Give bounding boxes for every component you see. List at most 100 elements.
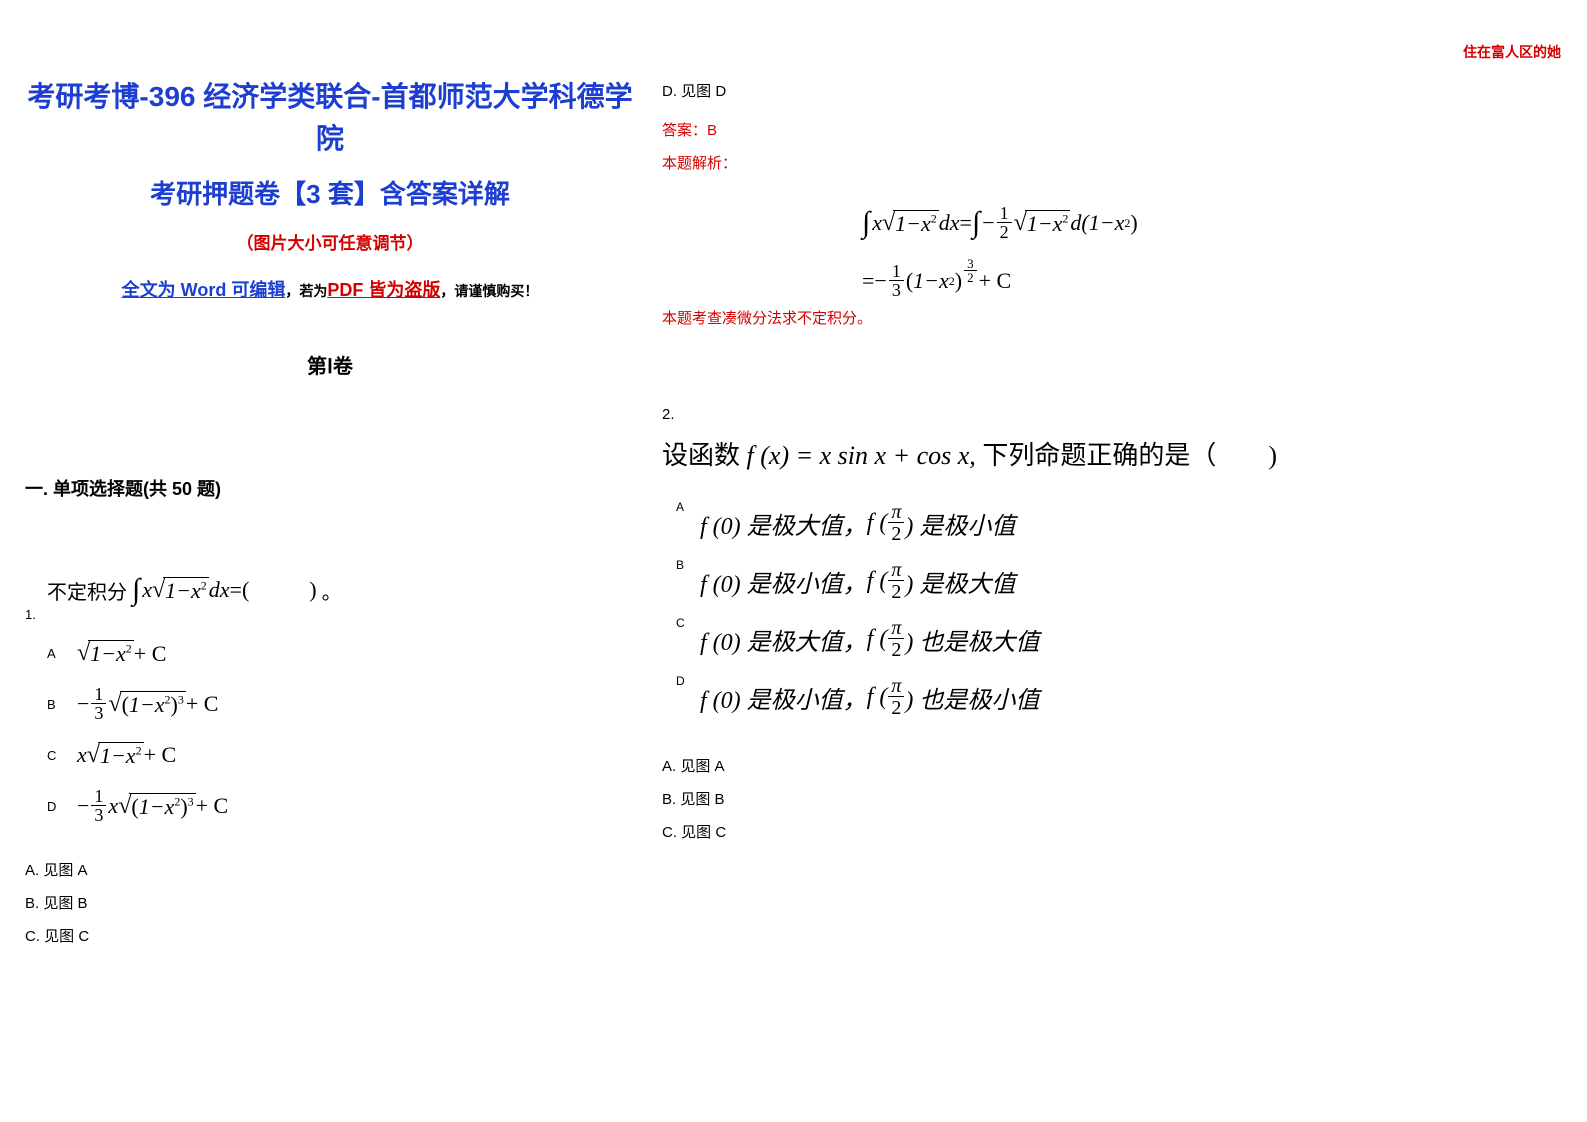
sol-line-1: ∫ x 1−x2 dx = ∫ − 12 1−x2 d(1−x2) xyxy=(862,197,1562,249)
minus: − xyxy=(77,793,89,819)
opt-letter-c: C xyxy=(676,616,700,630)
q1-see-b: B. 见图 B xyxy=(25,887,635,920)
rad: 1−x xyxy=(895,211,931,236)
question-1: 不定积分 ∫ x 1−x2 dx = ( ) 。 1. A 1−x2 + C xyxy=(25,573,635,953)
sqrt-icon: 1−x2 xyxy=(882,210,939,237)
radicand: 1−x xyxy=(139,794,175,819)
exp-3-2: 32 xyxy=(964,257,977,285)
note-adjustable: （图片大小可任意调节） xyxy=(25,229,635,254)
left-column: 考研考博-396 经济学类联合-首都师范大学科德学院 考研押题卷【3 套】含答案… xyxy=(25,76,635,953)
q2-opt-b: B f (0) 是极小值， f ( π2 ) 是极大值 xyxy=(676,552,1562,610)
eq: = xyxy=(230,577,242,603)
oa-p3: ) 是极小值 xyxy=(905,506,1015,541)
q1-option-b: B − 13 (1−x2)3 + C xyxy=(47,685,635,724)
piracy-warning: 全文为 Word 可编辑，若为PDF 皆为盗版，请谨慎购买！ xyxy=(25,276,635,302)
opt-letter-d: D xyxy=(676,674,700,688)
num: 1 xyxy=(91,787,106,806)
radicand: 1−x xyxy=(100,743,136,768)
q1-option-c: C x 1−x2 + C xyxy=(47,742,635,769)
pi-over-2: π2 xyxy=(888,676,904,719)
d: 2 xyxy=(997,223,1012,243)
lp: ( xyxy=(131,794,138,819)
num: 1 xyxy=(91,685,106,704)
pi: π xyxy=(888,560,904,581)
d1mx2: d(1−x xyxy=(1070,210,1124,236)
radicand: 1−x xyxy=(165,578,201,603)
opt-letter-b: B xyxy=(676,558,700,572)
q2-number: 2. xyxy=(662,406,1562,423)
sqrt-icon: (1−x2)3 xyxy=(108,691,185,718)
var-x: x xyxy=(142,577,152,603)
sqrt-icon: 1−x2 xyxy=(77,640,134,667)
opt-letter-a: A xyxy=(676,500,700,514)
q1-opt-a-math: 1−x2 + C xyxy=(77,640,166,667)
rp: ) xyxy=(955,268,962,294)
dx: dx xyxy=(939,210,960,236)
n: 1 xyxy=(889,262,904,281)
sqrt-icon: 1−x2 xyxy=(87,742,144,769)
oc-p1: f (0) 是极大值， xyxy=(700,622,867,657)
e2: 2 xyxy=(136,743,142,757)
opt-letter-c: C xyxy=(47,748,77,763)
plus-c: + C xyxy=(144,742,177,768)
frac-1-2: 12 xyxy=(997,204,1012,243)
frac-1-3: 13 xyxy=(889,262,904,301)
radicand: 1−x xyxy=(90,641,126,666)
plus-c: + C xyxy=(196,793,229,819)
e3: 3 xyxy=(178,693,184,707)
minus: − xyxy=(982,210,994,236)
rp: ) xyxy=(171,692,178,717)
rp: ) xyxy=(1130,210,1137,236)
exp-2: 2 xyxy=(201,578,207,592)
warn-sep-1: ，若为 xyxy=(285,283,327,299)
q1-number: 1. xyxy=(25,607,635,622)
b: 1−x xyxy=(913,268,949,294)
q1-see-figure-list: A. 见图 A B. 见图 B C. 见图 C xyxy=(25,854,635,953)
q1-analysis-label: 本题解析： xyxy=(662,152,1562,173)
q1-option-d: D − 13 x (1−x2)3 + C xyxy=(47,787,635,826)
d: 3 xyxy=(889,281,904,301)
od-p1: f (0) 是极小值， xyxy=(700,680,867,715)
warn-word-editable: 全文为 Word 可编辑 xyxy=(122,280,286,300)
q1-stem-suffix: 。 xyxy=(322,582,342,604)
oa-p1: f (0) 是极大值， xyxy=(700,506,867,541)
q2-opt-d: D f (0) 是极小值， f ( π2 ) 也是极小值 xyxy=(676,668,1562,726)
q1-opt-b-math: − 13 (1−x2)3 + C xyxy=(77,685,218,724)
q1-opt-c-math: x 1−x2 + C xyxy=(77,742,176,769)
pi-over-2: π2 xyxy=(888,618,904,661)
warn-pdf-piracy: PDF 皆为盗版 xyxy=(327,280,440,300)
od-p2: f ( xyxy=(867,684,888,711)
q1-opt-d-math: − 13 x (1−x2)3 + C xyxy=(77,787,228,826)
q2-stem-pre: 设函数 xyxy=(662,441,747,470)
lp: ( xyxy=(906,268,913,294)
e2: 2 xyxy=(931,211,937,225)
two: 2 xyxy=(891,639,901,661)
q1-analysis-note: 本题考查凑微分法求不定积分。 xyxy=(662,307,1562,328)
q1-solution: ∫ x 1−x2 dx = ∫ − 12 1−x2 d(1−x2) = − 13… xyxy=(862,197,1562,307)
sqrt-icon: 1−x2 xyxy=(1014,210,1071,237)
question-2: 2. 设函数 f (x) = x sin x + cos x, 下列命题正确的是… xyxy=(662,406,1562,849)
plus-c: + C xyxy=(186,691,219,717)
q1-stem-prefix: 不定积分 xyxy=(47,582,127,604)
plus-c: + C xyxy=(979,268,1012,294)
two: 2 xyxy=(891,523,901,545)
q2-see-c: C. 见图 C xyxy=(662,816,1562,849)
title-line-2: 考研押题卷【3 套】含答案详解 xyxy=(25,174,635,211)
minus: − xyxy=(874,268,886,294)
sqrt-icon: 1−x2 xyxy=(152,577,209,604)
dx: dx xyxy=(209,577,230,603)
ob-p1: f (0) 是极小值， xyxy=(700,564,867,599)
q1-see-c: C. 见图 C xyxy=(25,920,635,953)
q1-see-a: A. 见图 A xyxy=(25,854,635,887)
right-column: D. 见图 D 答案：B 本题解析： ∫ x 1−x2 dx = ∫ − 12 … xyxy=(662,80,1562,849)
q1-integral: ∫ x 1−x2 dx = ( ) xyxy=(132,573,317,607)
pi-over-2: π2 xyxy=(888,560,904,603)
minus: − xyxy=(77,691,89,717)
two: 2 xyxy=(891,581,901,603)
q2-see-a: A. 见图 A xyxy=(662,750,1562,783)
oa-p2: f ( xyxy=(867,510,888,537)
paren-close: ) xyxy=(309,577,316,603)
rp: ) xyxy=(180,794,187,819)
frac-1-3: 13 xyxy=(91,685,106,724)
warn-sep-2: ，请谨慎购买！ xyxy=(440,283,538,299)
